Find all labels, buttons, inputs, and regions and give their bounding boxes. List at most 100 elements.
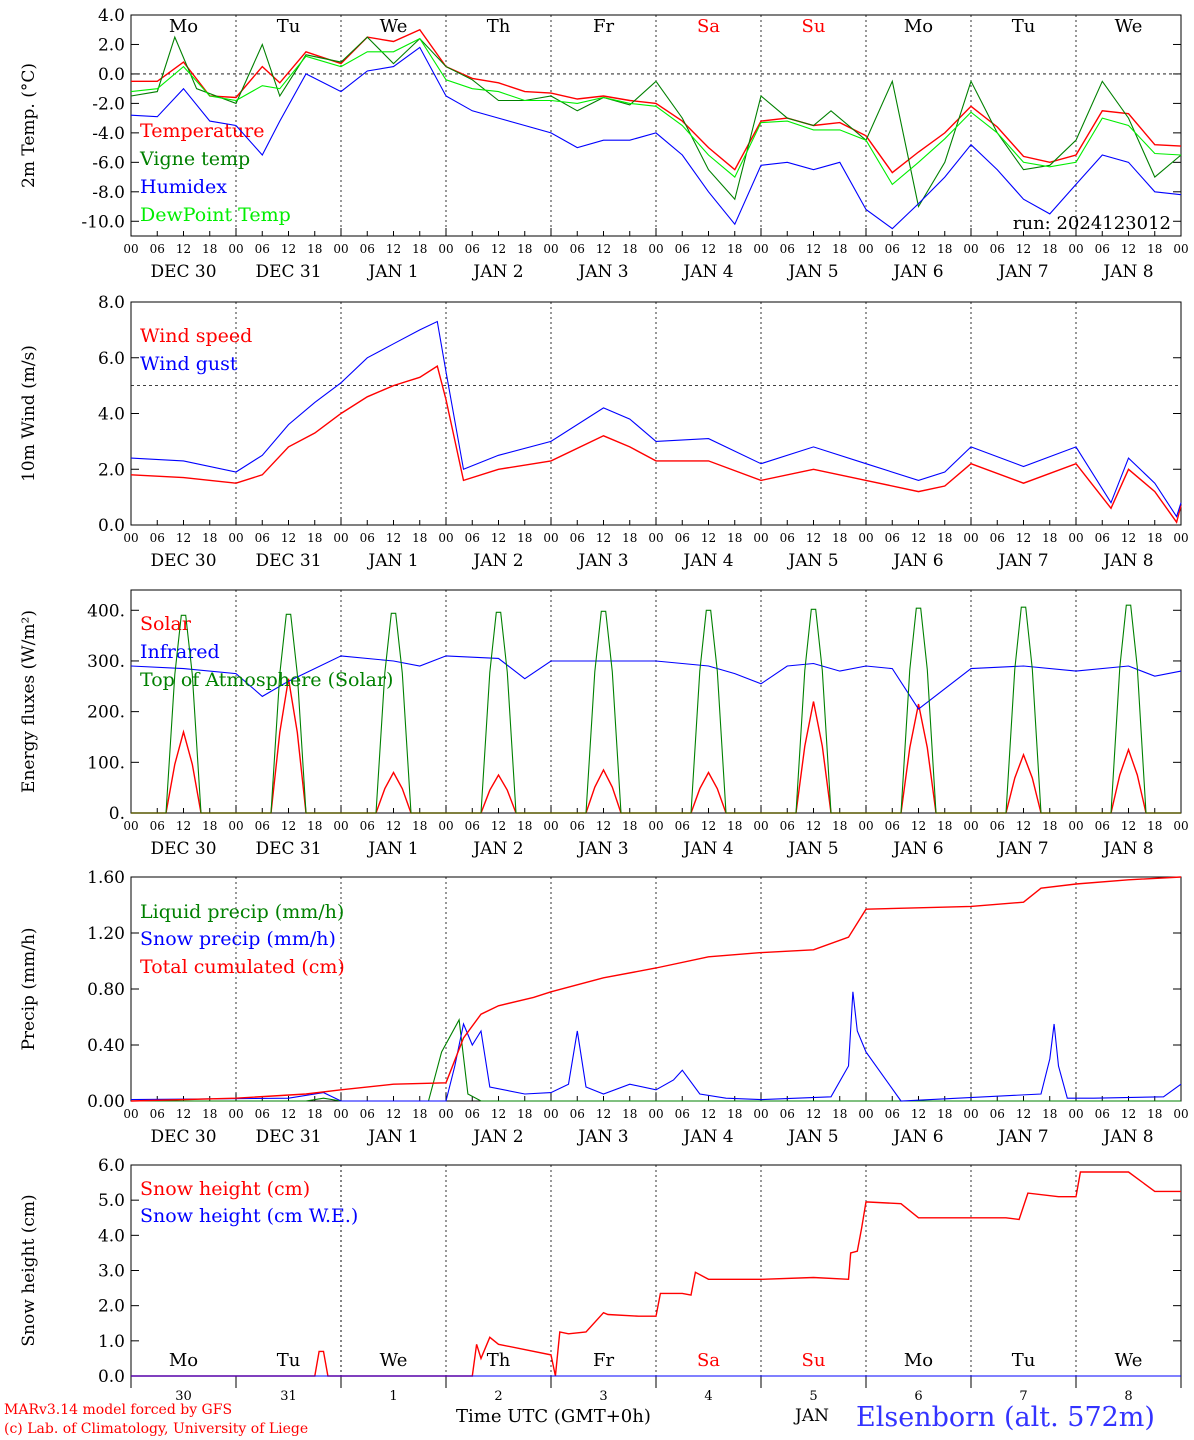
date-label: JAN 6: [891, 551, 943, 571]
series-line: [130, 46, 1182, 230]
hour-tick-label: 12: [1121, 1107, 1136, 1121]
day-name-label: Tu: [1012, 16, 1036, 37]
date-label: JAN 5: [786, 262, 838, 282]
y-tick-label: 0.40: [87, 1036, 125, 1056]
station-label: Elsenborn (alt. 572m): [856, 1402, 1155, 1433]
hour-tick-label: 12: [281, 819, 296, 833]
hour-tick-label: 12: [281, 242, 296, 256]
hour-tick-label: 18: [412, 1107, 427, 1121]
hour-tick-label: 00: [543, 1107, 558, 1121]
y-tick-label: 2.0: [98, 35, 125, 55]
hour-tick-label: 18: [202, 1107, 217, 1121]
hour-tick-label: 00: [438, 531, 453, 545]
legend-entry: Snow height (cm W.E.): [140, 1205, 358, 1227]
hour-tick-label: 06: [675, 819, 690, 833]
hour-tick-label: 06: [570, 242, 585, 256]
date-label: JAN 7: [996, 1127, 1048, 1147]
hour-tick-label: 12: [911, 242, 926, 256]
hour-tick-label: 06: [255, 531, 270, 545]
day-name-label: Mo: [169, 1350, 198, 1371]
date-label: JAN 8: [1101, 262, 1153, 282]
date-label: JAN 6: [891, 839, 943, 859]
date-label: DEC 30: [150, 839, 216, 859]
hour-tick-label: 06: [570, 819, 585, 833]
hour-tick-label: 12: [596, 531, 611, 545]
hour-tick-label: 18: [307, 531, 322, 545]
hour-tick-label: 00: [858, 819, 873, 833]
hour-tick-label: 00: [438, 1107, 453, 1121]
y-tick-label: 8.0: [98, 293, 125, 313]
series-line: [130, 320, 1182, 518]
day-number-label: 5: [809, 1389, 817, 1404]
series-line: [130, 35, 1182, 208]
y-tick-label: 3.0: [98, 1262, 125, 1282]
hour-tick-label: 12: [1016, 1107, 1031, 1121]
hour-tick-label: 00: [123, 1107, 138, 1121]
hour-tick-label: 06: [780, 819, 795, 833]
hour-tick-label: 12: [1016, 819, 1031, 833]
hour-tick-label: 06: [150, 242, 165, 256]
y-tick-label: -4.0: [92, 124, 125, 144]
hour-tick-label: 12: [281, 531, 296, 545]
date-label: JAN 3: [576, 839, 628, 859]
y-tick-label: -10.0: [81, 212, 125, 232]
hour-tick-label: 12: [596, 819, 611, 833]
hour-tick-label: 06: [360, 531, 375, 545]
hour-tick-label: 18: [517, 1107, 532, 1121]
hour-tick-label: 12: [176, 242, 191, 256]
legend-entry: Solar: [140, 613, 192, 635]
legend-entry: Snow height (cm): [140, 1178, 310, 1200]
y-tick-label: 0.: [109, 804, 125, 824]
hour-tick-label: 18: [307, 242, 322, 256]
hour-tick-label: 18: [1147, 819, 1162, 833]
y-tick-label: 6.0: [98, 1156, 125, 1176]
hour-tick-label: 00: [648, 819, 663, 833]
day-number-label: 6: [914, 1389, 922, 1404]
hour-tick-label: 18: [937, 1107, 952, 1121]
series-line: [130, 876, 1182, 1102]
series-line: [130, 364, 1182, 524]
hour-tick-label: 06: [360, 242, 375, 256]
hour-tick-label: 06: [360, 1107, 375, 1121]
hour-tick-label: 00: [228, 1107, 243, 1121]
hour-tick-label: 06: [150, 531, 165, 545]
hour-tick-label: 00: [753, 1107, 768, 1121]
date-label: JAN 3: [576, 1127, 628, 1147]
hour-tick-label: 12: [386, 1107, 401, 1121]
hour-tick-label: 12: [701, 242, 716, 256]
hour-tick-label: 00: [1173, 819, 1188, 833]
hour-tick-label: 00: [228, 531, 243, 545]
day-number-label: 8: [1124, 1389, 1132, 1404]
day-name-label: We: [1115, 1350, 1143, 1371]
date-label: DEC 30: [150, 1127, 216, 1147]
hour-tick-label: 18: [622, 819, 637, 833]
hour-tick-label: 18: [937, 242, 952, 256]
day-number-label: 31: [280, 1389, 297, 1404]
run-annotation: run: 2024123012: [1013, 213, 1171, 234]
hour-tick-label: 00: [1068, 531, 1083, 545]
day-number-label: 2: [494, 1389, 502, 1404]
date-label: JAN 2: [471, 262, 523, 282]
hour-tick-label: 00: [753, 242, 768, 256]
hour-tick-label: 12: [806, 1107, 821, 1121]
day-name-label: We: [1115, 16, 1143, 37]
hour-tick-label: 00: [648, 1107, 663, 1121]
hour-tick-label: 18: [1147, 531, 1162, 545]
date-label: JAN 4: [681, 262, 733, 282]
hour-tick-label: 06: [885, 242, 900, 256]
hour-tick-label: 06: [465, 819, 480, 833]
hour-tick-label: 12: [701, 1107, 716, 1121]
y-tick-label: -6.0: [92, 153, 125, 173]
day-name-label: Tu: [277, 1350, 301, 1371]
hour-tick-label: 00: [333, 531, 348, 545]
hour-tick-label: 06: [885, 1107, 900, 1121]
hour-tick-label: 18: [727, 531, 742, 545]
hour-tick-label: 00: [963, 242, 978, 256]
y-tick-label: 400.: [87, 601, 125, 621]
y-axis-title: Snow height (cm): [19, 1194, 39, 1346]
y-axis-title: 2m Temp. (°C): [19, 63, 39, 188]
hour-tick-label: 12: [491, 1107, 506, 1121]
date-label: DEC 31: [255, 262, 321, 282]
hour-tick-label: 00: [228, 819, 243, 833]
hour-tick-label: 18: [307, 819, 322, 833]
